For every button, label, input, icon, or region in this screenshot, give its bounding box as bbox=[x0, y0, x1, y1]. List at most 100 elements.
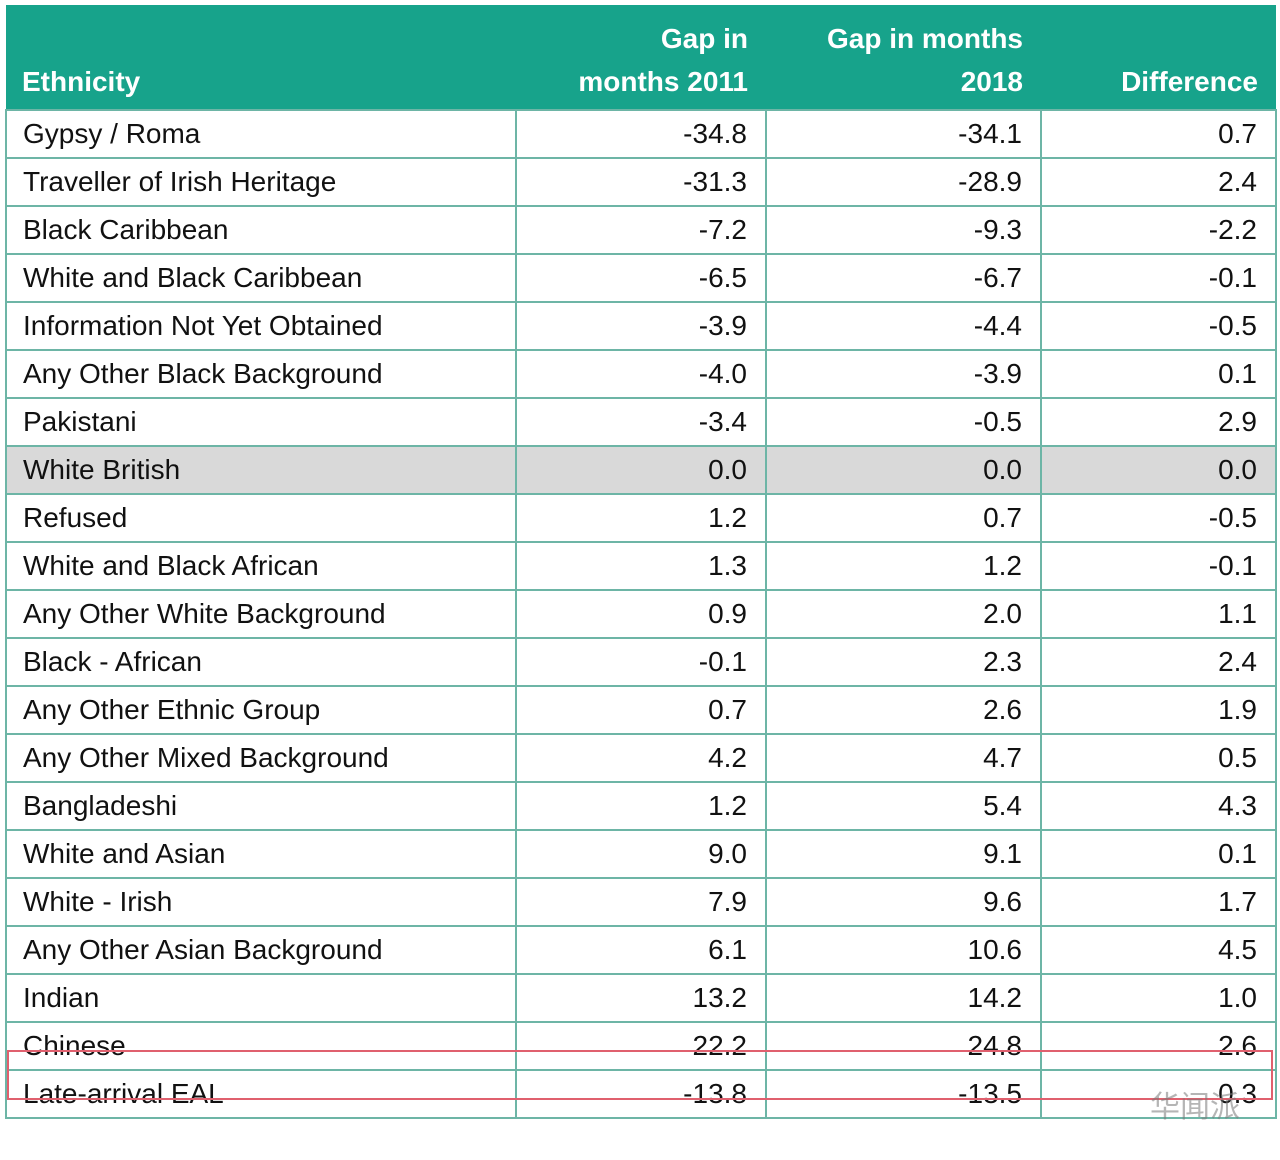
table-row: White and Black African 1.3 1.2 -0.1 bbox=[5, 541, 1277, 591]
ethnicity-cell: Pakistani bbox=[5, 397, 517, 447]
value-cell: 4.2 bbox=[515, 733, 767, 783]
value-cell: -4.0 bbox=[515, 349, 767, 399]
column-header: Gap in months 2011 bbox=[516, 5, 766, 110]
ethnicity-cell: Any Other Black Background bbox=[5, 349, 517, 399]
ethnicity-cell: White and Black African bbox=[5, 541, 517, 591]
ethnicity-cell: White and Black Caribbean bbox=[5, 253, 517, 303]
column-header: Ethnicity bbox=[6, 5, 516, 110]
value-cell: 1.1 bbox=[1040, 589, 1277, 639]
value-cell: -34.8 bbox=[515, 109, 767, 159]
value-cell: 0.5 bbox=[1040, 733, 1277, 783]
value-cell: 0.0 bbox=[765, 445, 1042, 495]
header-line: Ethnicity bbox=[22, 66, 141, 97]
value-cell: 9.6 bbox=[765, 877, 1042, 927]
value-cell: -3.4 bbox=[515, 397, 767, 447]
ethnicity-cell: Black Caribbean bbox=[5, 205, 517, 255]
value-cell: 0.9 bbox=[515, 589, 767, 639]
value-cell: 10.6 bbox=[765, 925, 1042, 975]
ethnicity-cell: Any Other Ethnic Group bbox=[5, 685, 517, 735]
table-row: Black Caribbean -7.2 -9.3 -2.2 bbox=[5, 205, 1277, 255]
ethnicity-cell: Chinese bbox=[5, 1021, 517, 1071]
value-cell: -0.1 bbox=[1040, 253, 1277, 303]
value-cell: 9.0 bbox=[515, 829, 767, 879]
table-row: Any Other Black Background -4.0 -3.9 0.1 bbox=[5, 349, 1277, 399]
value-cell: 6.1 bbox=[515, 925, 767, 975]
table-row: Any Other White Background 0.9 2.0 1.1 bbox=[5, 589, 1277, 639]
value-cell: -6.5 bbox=[515, 253, 767, 303]
column-header: Gap in months 2018 bbox=[766, 5, 1041, 110]
table-row: Any Other Ethnic Group 0.7 2.6 1.9 bbox=[5, 685, 1277, 735]
table-row: Black - African -0.1 2.3 2.4 bbox=[5, 637, 1277, 687]
value-cell: -7.2 bbox=[515, 205, 767, 255]
value-cell: 0.7 bbox=[1040, 109, 1277, 159]
value-cell: 2.9 bbox=[1040, 397, 1277, 447]
ethnicity-cell: Any Other White Background bbox=[5, 589, 517, 639]
value-cell: 5.4 bbox=[765, 781, 1042, 831]
value-cell: 22.2 bbox=[515, 1021, 767, 1071]
value-cell: 13.2 bbox=[515, 973, 767, 1023]
value-cell: -2.2 bbox=[1040, 205, 1277, 255]
table-row: Any Other Asian Background 6.1 10.6 4.5 bbox=[5, 925, 1277, 975]
value-cell: 4.5 bbox=[1040, 925, 1277, 975]
ethnicity-cell: Indian bbox=[5, 973, 517, 1023]
table-row: Pakistani -3.4 -0.5 2.9 bbox=[5, 397, 1277, 447]
table-row: Information Not Yet Obtained -3.9 -4.4 -0.5 bbox=[5, 301, 1277, 351]
table-row: Gypsy / Roma -34.8 -34.1 0.7 bbox=[5, 109, 1277, 159]
ethnicity-cell: Information Not Yet Obtained bbox=[5, 301, 517, 351]
value-cell: -34.1 bbox=[765, 109, 1042, 159]
value-cell: 1.9 bbox=[1040, 685, 1277, 735]
value-cell: 2.0 bbox=[765, 589, 1042, 639]
ethnicity-cell: White British bbox=[5, 445, 517, 495]
ethnicity-cell: Late-arrival EAL bbox=[5, 1069, 517, 1119]
ethnicity-cell: Any Other Mixed Background bbox=[5, 733, 517, 783]
ethnicity-cell: White and Asian bbox=[5, 829, 517, 879]
value-cell: -13.5 bbox=[765, 1069, 1042, 1119]
value-cell: 2.6 bbox=[765, 685, 1042, 735]
value-cell: 1.3 bbox=[515, 541, 767, 591]
value-cell: 0.7 bbox=[765, 493, 1042, 543]
header-line: months 2011 bbox=[578, 66, 748, 97]
value-cell: 4.7 bbox=[765, 733, 1042, 783]
ethnicity-cell: Refused bbox=[5, 493, 517, 543]
value-cell: -9.3 bbox=[765, 205, 1042, 255]
value-cell: 0.1 bbox=[1040, 829, 1277, 879]
value-cell: 24.8 bbox=[765, 1021, 1042, 1071]
value-cell: -3.9 bbox=[515, 301, 767, 351]
value-cell: 0.0 bbox=[1040, 445, 1277, 495]
value-cell: 0.3 bbox=[1040, 1069, 1277, 1119]
value-cell: -0.1 bbox=[1040, 541, 1277, 591]
ethnicity-cell: Bangladeshi bbox=[5, 781, 517, 831]
value-cell: -0.5 bbox=[1040, 301, 1277, 351]
value-cell: -0.5 bbox=[1040, 493, 1277, 543]
header-line: 2018 bbox=[960, 66, 1023, 97]
value-cell: 1.0 bbox=[1040, 973, 1277, 1023]
value-cell: -4.4 bbox=[765, 301, 1042, 351]
value-cell: 0.7 bbox=[515, 685, 767, 735]
ethnicity-cell: Gypsy / Roma bbox=[5, 109, 517, 159]
watermark: 华闻派 bbox=[1150, 1090, 1240, 1125]
value-cell: 1.7 bbox=[1040, 877, 1277, 927]
table-row: Late-arrival EAL -13.8 -13.5 0.3 bbox=[5, 1069, 1277, 1119]
value-cell: -6.7 bbox=[765, 253, 1042, 303]
value-cell: 7.9 bbox=[515, 877, 767, 927]
column-header: Difference bbox=[1041, 5, 1276, 110]
value-cell: 1.2 bbox=[765, 541, 1042, 591]
table-row: Any Other Mixed Background 4.2 4.7 0.5 bbox=[5, 733, 1277, 783]
table-row: Indian 13.2 14.2 1.0 bbox=[5, 973, 1277, 1023]
value-cell: 2.4 bbox=[1040, 637, 1277, 687]
value-cell: 0.1 bbox=[1040, 349, 1277, 399]
value-cell: 2.4 bbox=[1040, 157, 1277, 207]
value-cell: 2.6 bbox=[1040, 1021, 1277, 1071]
value-cell: -31.3 bbox=[515, 157, 767, 207]
value-cell: 14.2 bbox=[765, 973, 1042, 1023]
table-body: Gypsy / Roma -34.8 -34.1 0.7 Traveller of Ir… bbox=[5, 109, 1277, 1119]
value-cell: 1.2 bbox=[515, 493, 767, 543]
header-line: Gap in bbox=[660, 23, 748, 54]
header-line: Gap in months bbox=[827, 23, 1023, 54]
value-cell: -3.9 bbox=[765, 349, 1042, 399]
value-cell: 2.3 bbox=[765, 637, 1042, 687]
ethnicity-cell: Any Other Asian Background bbox=[5, 925, 517, 975]
table-row: Refused 1.2 0.7 -0.5 bbox=[5, 493, 1277, 543]
table-row: Chinese 22.2 24.8 2.6 bbox=[5, 1021, 1277, 1071]
